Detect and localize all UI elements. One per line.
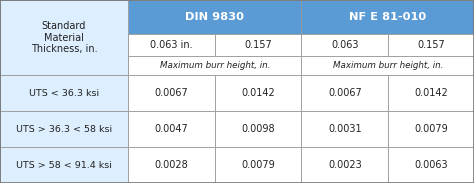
Text: 0.0023: 0.0023 <box>328 160 362 170</box>
Bar <box>301 147 388 183</box>
Text: 0.0098: 0.0098 <box>241 124 275 134</box>
Bar <box>128 75 215 111</box>
Bar <box>215 75 301 111</box>
Bar <box>0 0 128 34</box>
Bar <box>128 34 215 56</box>
Bar <box>0 0 128 75</box>
Text: 0.0067: 0.0067 <box>328 88 362 98</box>
Text: Maximum burr height, in.: Maximum burr height, in. <box>160 61 270 70</box>
Bar <box>301 75 388 111</box>
Bar <box>301 0 474 34</box>
Text: Maximum burr height, in.: Maximum burr height, in. <box>333 61 443 70</box>
Bar <box>215 111 301 147</box>
Text: 0.0142: 0.0142 <box>414 88 448 98</box>
Text: 0.0047: 0.0047 <box>155 124 188 134</box>
Text: 0.063 in.: 0.063 in. <box>150 40 192 50</box>
Text: 0.157: 0.157 <box>417 40 445 50</box>
Text: 0.063: 0.063 <box>331 40 359 50</box>
Bar <box>128 56 301 75</box>
Bar <box>301 111 388 147</box>
Text: 0.0031: 0.0031 <box>328 124 362 134</box>
Text: 0.0079: 0.0079 <box>414 124 448 134</box>
Bar <box>215 147 301 183</box>
Bar <box>0 34 128 56</box>
Bar <box>388 75 474 111</box>
Text: 0.0067: 0.0067 <box>155 88 188 98</box>
Bar <box>0 147 128 183</box>
Bar <box>388 147 474 183</box>
Text: 0.0079: 0.0079 <box>241 160 275 170</box>
Bar <box>128 0 301 34</box>
Text: 0.0142: 0.0142 <box>241 88 275 98</box>
Bar <box>301 56 474 75</box>
Bar <box>128 111 215 147</box>
Text: NF E 81-010: NF E 81-010 <box>349 12 426 22</box>
Text: Standard
Material
Thickness, in.: Standard Material Thickness, in. <box>31 21 97 54</box>
Text: 0.157: 0.157 <box>244 40 272 50</box>
Bar <box>388 34 474 56</box>
Bar <box>215 34 301 56</box>
Bar <box>301 34 388 56</box>
Text: UTS > 58 < 91.4 ksi: UTS > 58 < 91.4 ksi <box>16 160 112 170</box>
Text: UTS < 36.3 ksi: UTS < 36.3 ksi <box>29 89 99 98</box>
Bar <box>128 147 215 183</box>
Text: 0.0063: 0.0063 <box>414 160 448 170</box>
Text: DIN 9830: DIN 9830 <box>185 12 244 22</box>
Text: 0.0028: 0.0028 <box>155 160 188 170</box>
Text: UTS > 36.3 < 58 ksi: UTS > 36.3 < 58 ksi <box>16 125 112 134</box>
Bar <box>0 56 128 75</box>
Bar <box>0 75 128 111</box>
Bar <box>388 111 474 147</box>
Bar <box>0 111 128 147</box>
